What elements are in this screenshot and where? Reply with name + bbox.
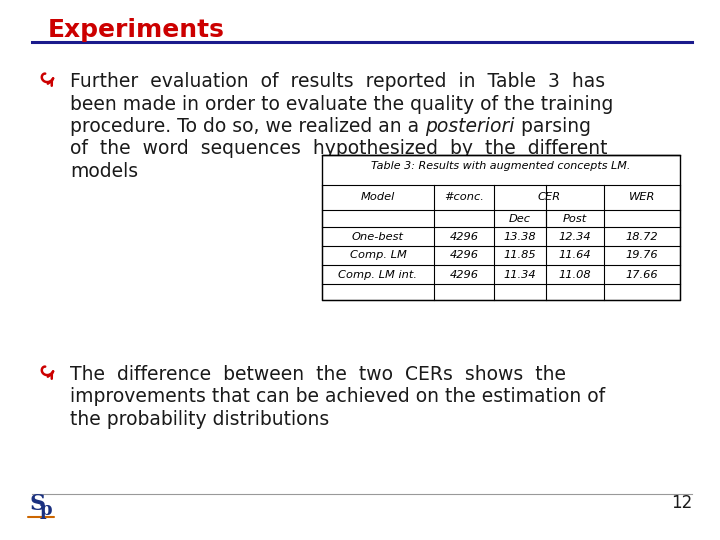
Text: CER: CER <box>537 192 561 202</box>
Text: 4296: 4296 <box>449 232 479 241</box>
Text: #conc.: #conc. <box>444 192 484 202</box>
Text: 4296: 4296 <box>449 269 479 280</box>
Text: 19.76: 19.76 <box>626 251 658 260</box>
Text: Further  evaluation  of  results  reported  in  Table  3  has: Further evaluation of results reported i… <box>70 72 605 91</box>
Text: Experiments: Experiments <box>48 18 225 42</box>
Text: 18.72: 18.72 <box>626 232 658 241</box>
Text: the probability distributions: the probability distributions <box>70 410 329 429</box>
Text: procedure. To do so, we realized an a: procedure. To do so, we realized an a <box>70 117 425 136</box>
Text: Table 3: Results with augmented concepts LM.: Table 3: Results with augmented concepts… <box>372 161 631 171</box>
Text: of  the  word  sequences  hypothesized  by  the  different: of the word sequences hypothesized by th… <box>70 139 608 159</box>
Text: Comp. LM: Comp. LM <box>350 251 406 260</box>
Text: One-best: One-best <box>352 232 404 241</box>
Text: 12.34: 12.34 <box>559 232 591 241</box>
Text: Post: Post <box>563 213 587 224</box>
Text: p: p <box>40 501 53 519</box>
Text: WER: WER <box>629 192 655 202</box>
Text: Dec: Dec <box>509 213 531 224</box>
Text: 12: 12 <box>671 494 692 512</box>
Text: Comp. LM int.: Comp. LM int. <box>338 269 418 280</box>
Text: posteriori: posteriori <box>425 117 515 136</box>
Text: posteriori: posteriori <box>425 117 515 136</box>
Text: 11.34: 11.34 <box>504 269 536 280</box>
Text: 13.38: 13.38 <box>504 232 536 241</box>
Text: 11.85: 11.85 <box>504 251 536 260</box>
Text: improvements that can be achieved on the estimation of: improvements that can be achieved on the… <box>70 388 605 407</box>
Bar <box>322 155 680 300</box>
Text: The  difference  between  the  two  CERs  shows  the: The difference between the two CERs show… <box>70 365 566 384</box>
Text: S: S <box>30 493 46 515</box>
Text: 11.08: 11.08 <box>559 269 591 280</box>
Text: parsing: parsing <box>515 117 590 136</box>
Text: 4296: 4296 <box>449 251 479 260</box>
Text: models: models <box>70 162 138 181</box>
Text: 11.64: 11.64 <box>559 251 591 260</box>
Text: 17.66: 17.66 <box>626 269 658 280</box>
Text: Model: Model <box>361 192 395 202</box>
Text: been made in order to evaluate the quality of the training: been made in order to evaluate the quali… <box>70 94 613 113</box>
